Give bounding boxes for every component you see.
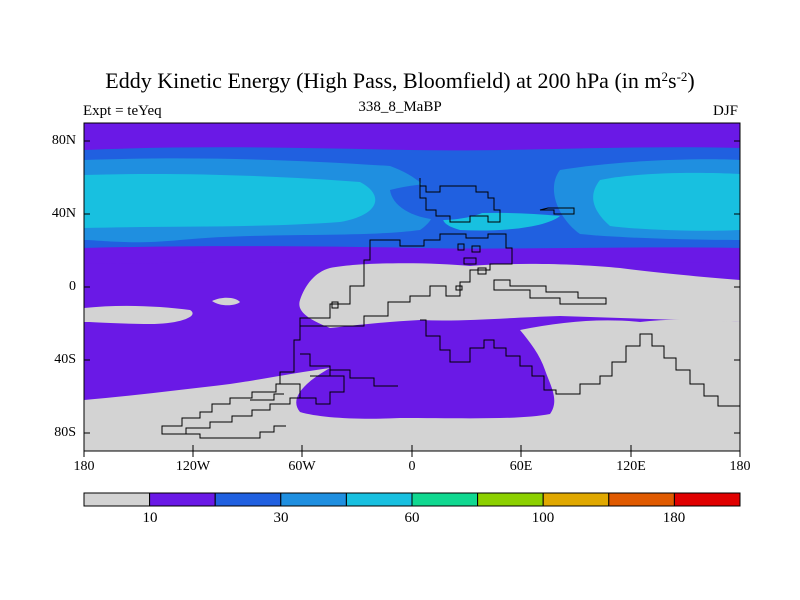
colorbar-label: 10 [142, 510, 158, 526]
x-tick-label: 60E [509, 459, 533, 474]
x-tick-label: 60W [288, 459, 316, 474]
colorbar-box [83, 492, 151, 507]
core-30-60-west [84, 173, 376, 228]
heatmap-field [84, 123, 740, 451]
colorbar-label: 60 [404, 510, 420, 526]
y-tick-label: 80N [51, 133, 76, 148]
pocket-20-30 [390, 183, 501, 220]
y-tick-label: 40S [54, 352, 76, 367]
grey-low-spot [212, 297, 240, 306]
grey-low-west [84, 305, 193, 324]
x-tick-label: 120W [175, 459, 211, 474]
y-tick-label: 40N [51, 206, 76, 221]
colorbar-box [280, 492, 347, 507]
chart-subtitle: 338_8_MaBP [358, 99, 442, 115]
grey-low-equatorial [299, 263, 740, 328]
coastlines [161, 178, 740, 439]
tropical-band [84, 246, 740, 264]
colorbar-box [477, 492, 544, 507]
grey-low-south [84, 320, 740, 451]
grey-low-southeast [640, 319, 740, 341]
colorbar-label: 30 [273, 510, 289, 526]
x-tick-label: 180 [729, 459, 751, 474]
colorbar-box [149, 492, 216, 507]
colorbar-box [214, 492, 282, 507]
tick-marks [83, 140, 741, 457]
colorbar-box [673, 492, 741, 507]
colorbar-label: 100 [531, 510, 555, 526]
colorbar-label: 180 [662, 510, 686, 526]
y-tick-label: 80S [54, 425, 76, 440]
season-label: DJF [712, 103, 738, 119]
x-tick-label: 120E [616, 459, 646, 474]
colorbar-box [542, 492, 610, 507]
colorbar-box [345, 492, 413, 507]
core-30-60-east [593, 172, 740, 231]
colorbar-box [608, 492, 675, 507]
x-tick-label: 180 [73, 459, 95, 474]
experiment-label: Expt = teYeq [83, 103, 162, 119]
chart-title: Eddy Kinetic Energy (High Pass, Bloomfie… [105, 68, 695, 93]
y-tick-label: 0 [69, 279, 76, 294]
core-30-60-mid [443, 212, 560, 231]
colorbar-box [411, 492, 479, 507]
colorbar [83, 492, 741, 507]
x-tick-label: 0 [408, 459, 416, 474]
